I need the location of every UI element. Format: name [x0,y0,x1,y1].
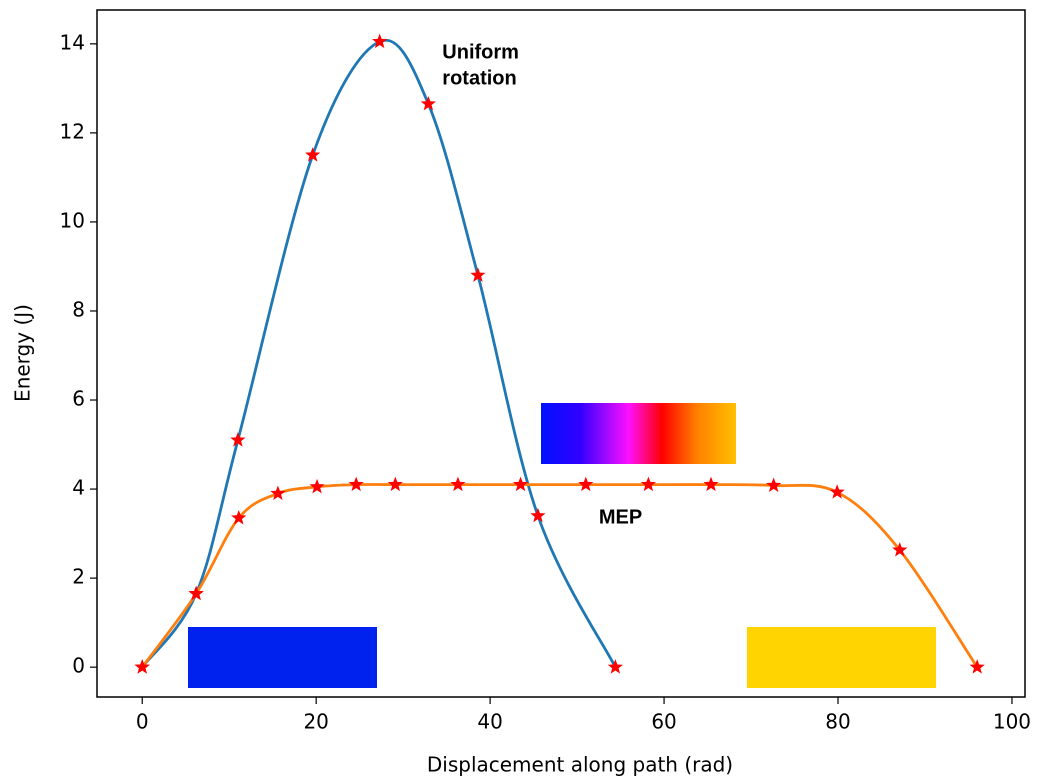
inset-image [188,627,377,688]
x-tick-label: 80 [825,710,850,734]
marker [188,585,204,601]
y-tick-label: 8 [72,297,85,321]
y-tick-label: 6 [72,387,85,411]
marker [703,476,719,492]
x-tick-label: 40 [477,710,502,734]
marker [420,95,436,111]
marker [766,477,782,492]
marker [512,476,529,492]
marker [270,485,286,500]
marker [450,476,466,492]
marker [387,476,403,492]
annotation: MEP [599,506,642,528]
marker [309,478,325,494]
marker [530,507,546,523]
y-axis-label: Energy (J) [11,304,35,402]
marker [470,267,486,282]
x-tick-label: 100 [993,710,1031,734]
marker [372,33,388,49]
y-tick-label: 14 [60,30,85,54]
marker [230,432,246,447]
x-tick-label: 0 [136,710,149,734]
y-tick-label: 0 [72,654,85,678]
inset-image [747,627,936,688]
y-tick-label: 10 [60,208,85,232]
y-tick-label: 12 [60,119,85,143]
x-tick-label: 60 [651,710,676,734]
marker [578,476,594,492]
marker [134,659,150,674]
x-axis-label: Displacement along path (rad) [427,753,733,777]
y-tick-label: 2 [72,565,85,589]
marker [348,476,364,492]
y-tick-label: 4 [72,476,85,500]
marker [305,147,321,162]
annotation: rotation [442,67,516,89]
marker [640,476,657,492]
plot-frame [96,9,1026,698]
line [141,38,617,669]
x-tick-label: 20 [303,710,328,734]
marker [829,484,845,499]
marker [892,542,908,557]
inset-image [541,403,736,464]
marker [607,659,623,674]
marker [231,510,247,525]
marker [969,659,985,674]
annotation: Uniform [442,41,519,63]
